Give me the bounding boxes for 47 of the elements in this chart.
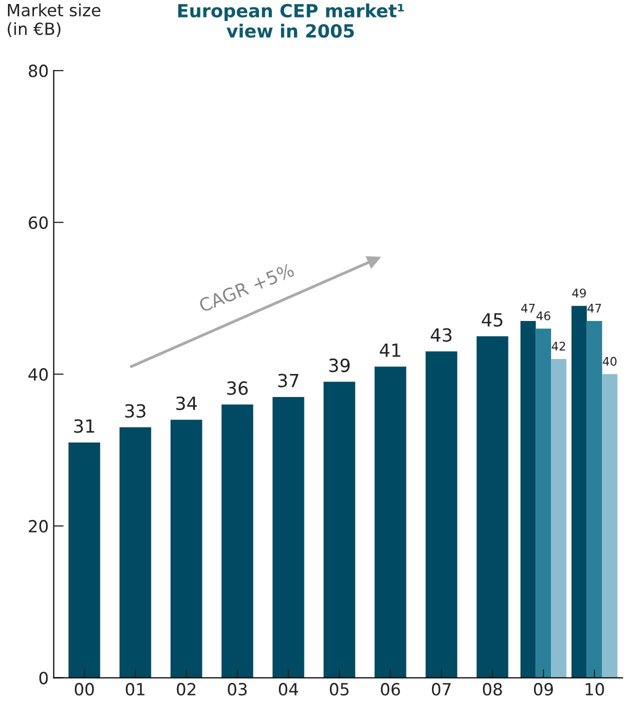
x-tick-label: 04 bbox=[278, 682, 298, 696]
x-tick-label: 02 bbox=[176, 682, 196, 696]
bar bbox=[476, 336, 508, 678]
bar bbox=[374, 366, 406, 678]
data-label: 45 bbox=[482, 313, 502, 327]
bar bbox=[120, 427, 152, 678]
x-tick-label: 03 bbox=[228, 682, 247, 696]
x-tick-label: 07 bbox=[432, 682, 451, 696]
data-label: 42 bbox=[552, 342, 566, 350]
data-label: 40 bbox=[602, 356, 616, 366]
data-label: 43 bbox=[430, 328, 452, 342]
y-tick-label: 40 bbox=[28, 368, 48, 381]
bar bbox=[68, 442, 100, 678]
x-tick-label: 01 bbox=[126, 682, 144, 696]
data-label: 49 bbox=[572, 288, 586, 298]
data-label: 46 bbox=[536, 311, 550, 320]
bar bbox=[272, 396, 304, 678]
data-label: 33 bbox=[125, 404, 146, 418]
x-tick-label: 09 bbox=[534, 682, 553, 696]
bar bbox=[222, 404, 254, 678]
data-label: 31 bbox=[74, 419, 94, 433]
data-label: 34 bbox=[176, 396, 197, 410]
data-label: 47 bbox=[521, 304, 535, 313]
data-label: 36 bbox=[227, 381, 248, 395]
x-tick-label: 08 bbox=[482, 682, 502, 696]
bar bbox=[324, 382, 356, 678]
y-axis-title: Market size (in €B) bbox=[8, 4, 100, 38]
y-tick-label: 80 bbox=[28, 64, 48, 78]
bar bbox=[586, 321, 602, 678]
x-tick-label: 00 bbox=[74, 682, 94, 696]
bar bbox=[536, 328, 552, 678]
y-tick-label: 60 bbox=[28, 216, 48, 229]
x-tick-label: 05 bbox=[330, 682, 349, 696]
bar bbox=[551, 359, 566, 678]
annotation: CAGR +5% bbox=[198, 262, 295, 313]
chart-title: European CEP market¹ view in 2005 bbox=[178, 4, 404, 38]
data-label: 47 bbox=[588, 304, 601, 313]
x-tick-label: 06 bbox=[380, 682, 400, 696]
bar bbox=[170, 420, 202, 678]
x-tick-label: 10 bbox=[586, 682, 604, 696]
y-tick-label: 20 bbox=[28, 520, 48, 533]
bar bbox=[426, 351, 458, 678]
data-label: 39 bbox=[329, 358, 350, 372]
bar bbox=[602, 374, 618, 678]
data-label: 37 bbox=[278, 374, 298, 388]
y-tick-label: 0 bbox=[39, 672, 48, 684]
data-label: 41 bbox=[380, 344, 400, 357]
